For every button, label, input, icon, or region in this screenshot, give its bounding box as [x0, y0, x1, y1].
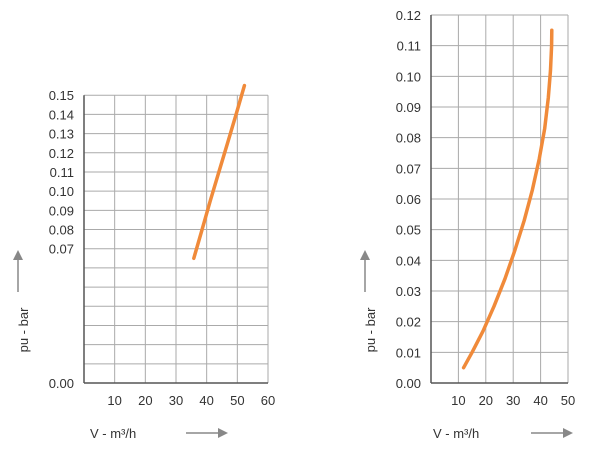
x-tick-label: 10 — [107, 393, 121, 408]
x-axis-title: V - m³/h — [90, 426, 136, 441]
x-tick-label: 20 — [479, 393, 493, 408]
y-tick-label: 0.15 — [49, 88, 74, 103]
y-tick-label: 0.12 — [396, 8, 421, 23]
x-tick-label: 50 — [561, 393, 575, 408]
y-arrow-head-icon — [13, 250, 23, 260]
x-tick-label: 50 — [230, 393, 244, 408]
x-tick-label: 60 — [261, 393, 275, 408]
y-axis-title: pu - bar — [16, 307, 31, 352]
y-tick-label: 0.02 — [396, 315, 421, 330]
y-tick-label: 0.04 — [396, 253, 421, 268]
y-tick-label: 0.07 — [396, 161, 421, 176]
x-tick-label: 40 — [199, 393, 213, 408]
y-tick-label: 0.10 — [49, 184, 74, 199]
y-tick-label: 0.07 — [49, 242, 74, 257]
x-axis-title: V - m³/h — [433, 426, 479, 441]
y-tick-label: 0.10 — [396, 69, 421, 84]
y-tick-label: 0.01 — [396, 345, 421, 360]
x-tick-label: 10 — [451, 393, 465, 408]
y-tick-label: 0.11 — [50, 165, 74, 180]
y-tick-label: 0.00 — [49, 376, 74, 391]
y-tick-label: 0.09 — [396, 100, 421, 115]
x-arrow-head-icon — [218, 428, 228, 438]
y-tick-label: 0.00 — [396, 376, 421, 391]
y-tick-label: 0.09 — [49, 203, 74, 218]
y-tick-label: 0.08 — [396, 131, 421, 146]
series-line — [461, 28, 554, 370]
y-tick-label: 0.14 — [49, 107, 74, 122]
y-tick-label: 0.08 — [49, 223, 74, 238]
x-tick-label: 30 — [169, 393, 183, 408]
x-tick-label: 30 — [506, 393, 520, 408]
y-arrow-head-icon — [360, 250, 370, 260]
y-tick-label: 0.12 — [49, 146, 74, 161]
y-tick-label: 0.05 — [396, 223, 421, 238]
x-arrow-head-icon — [563, 428, 573, 438]
y-tick-label: 0.11 — [397, 39, 421, 54]
y-tick-label: 0.03 — [396, 284, 421, 299]
x-tick-label: 20 — [138, 393, 152, 408]
x-tick-label: 40 — [533, 393, 547, 408]
y-tick-label: 0.13 — [49, 127, 74, 142]
y-tick-label: 0.06 — [396, 192, 421, 207]
y-axis-title: pu - bar — [363, 307, 378, 352]
